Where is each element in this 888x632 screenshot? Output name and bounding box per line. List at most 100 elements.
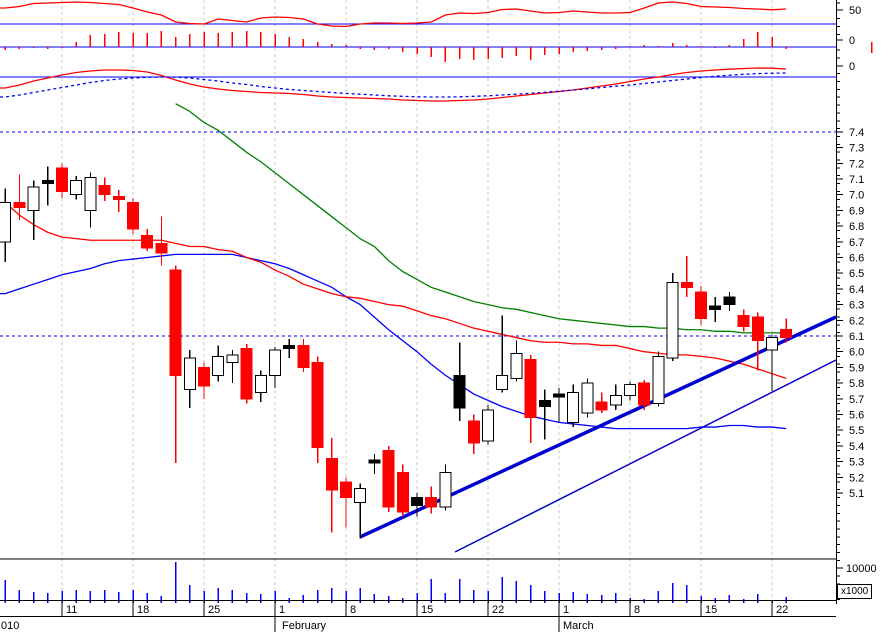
candle-body [382, 450, 395, 508]
candle-body [56, 167, 68, 193]
candle-body [27, 186, 40, 211]
week-label: 11 [66, 604, 77, 616]
candle-body [84, 176, 97, 211]
candle-body [240, 348, 253, 400]
candle-body [581, 382, 594, 414]
candle-body [766, 337, 778, 351]
candle-body [553, 393, 565, 398]
price-axis-label: 5.2 [849, 472, 864, 484]
candle-body [368, 459, 381, 464]
candle-body [467, 420, 480, 444]
candle-body [183, 357, 196, 390]
indicator-axis-label: 0 [849, 61, 855, 73]
candle-body [652, 355, 665, 405]
candle-body [453, 374, 466, 409]
price-axis-label: 6.3 [849, 300, 864, 312]
candle-body [269, 349, 281, 376]
candle-body [709, 305, 722, 310]
support-trendline-thick [359, 315, 837, 539]
price-axis-label: 7.3 [849, 143, 864, 155]
candle-body [198, 366, 210, 387]
candle-body [70, 180, 83, 196]
price-axis-label: 5.6 [849, 410, 864, 422]
candle-body [13, 202, 26, 208]
week-label: 22 [776, 604, 788, 616]
volume-axis-label: 10000 [846, 563, 877, 575]
week-label: 15 [421, 604, 433, 616]
week-label: 25 [208, 604, 220, 616]
candle-body [538, 399, 551, 408]
price-axis-label: 5.7 [849, 394, 864, 406]
candle-body [283, 344, 296, 350]
candle-body [510, 352, 523, 379]
candle-body [567, 392, 580, 423]
candle-body [354, 487, 367, 503]
candle-body [680, 282, 693, 288]
momentum-line [0, 1, 787, 28]
indicator-axis-label: 50 [849, 5, 861, 17]
week-label: 18 [137, 604, 149, 616]
month-label: March [563, 620, 594, 632]
price-axis-label: 6.6 [849, 253, 864, 265]
candle-body [638, 382, 651, 406]
candle-body [780, 329, 793, 339]
candle-body [212, 355, 225, 376]
candle-body [155, 242, 168, 254]
price-axis-label: 6.9 [849, 205, 864, 217]
candle-body [496, 374, 509, 390]
macd-line [0, 67, 787, 102]
candle-body [254, 374, 267, 394]
candle-body [624, 384, 636, 397]
week-label: 1 [563, 604, 569, 616]
candle-body [98, 184, 111, 196]
support-trendline-thin [454, 359, 837, 553]
candle-body [41, 180, 54, 185]
candle-body [411, 497, 423, 507]
indicator-axis-label: 0 [849, 35, 855, 47]
price-axis-label: 6.0 [849, 347, 864, 359]
price-axis-label: 7.4 [849, 127, 864, 139]
candle-body [425, 497, 438, 508]
month-label: 010 [1, 620, 19, 632]
week-label: 15 [705, 604, 717, 616]
price-axis-label: 5.5 [849, 425, 864, 437]
candle-body [297, 344, 310, 368]
volume-unit-box: x1000 [837, 584, 873, 599]
price-axis-label: 6.1 [849, 331, 864, 343]
candle-body [112, 195, 125, 200]
green-moving-average [175, 103, 787, 334]
price-axis-label: 5.1 [849, 488, 864, 500]
price-axis-label: 7.1 [849, 174, 864, 186]
candle-body [751, 316, 764, 342]
price-axis-label: 5.4 [849, 441, 864, 453]
blue-moving-average [0, 253, 787, 430]
week-label: 1 [279, 604, 285, 616]
price-axis-label: 7.2 [849, 158, 864, 170]
price-axis-label: 6.8 [849, 221, 864, 233]
month-label: February [282, 620, 327, 632]
candle-body [340, 481, 352, 499]
price-axis-label: 6.2 [849, 315, 864, 327]
candle-body [226, 354, 239, 364]
price-axis-label: 6.4 [849, 284, 864, 296]
price-axis-label: 7.0 [849, 190, 864, 202]
candle-body [396, 472, 409, 513]
candle-body [609, 395, 622, 406]
candle-body [325, 457, 338, 491]
candle-body [141, 235, 154, 249]
candle-body [595, 401, 608, 411]
candle-body [737, 315, 750, 328]
price-axis-label: 5.3 [849, 457, 864, 469]
price-axis-label: 5.9 [849, 362, 864, 374]
week-label: 8 [634, 604, 640, 616]
week-label: 22 [492, 604, 504, 616]
candle-body [0, 202, 12, 243]
candle-body [169, 269, 182, 376]
price-axis-label: 5.8 [849, 378, 864, 390]
red-moving-average [0, 201, 787, 380]
candle-body [524, 359, 537, 419]
candle-body [666, 282, 679, 359]
candle-body [482, 409, 494, 442]
